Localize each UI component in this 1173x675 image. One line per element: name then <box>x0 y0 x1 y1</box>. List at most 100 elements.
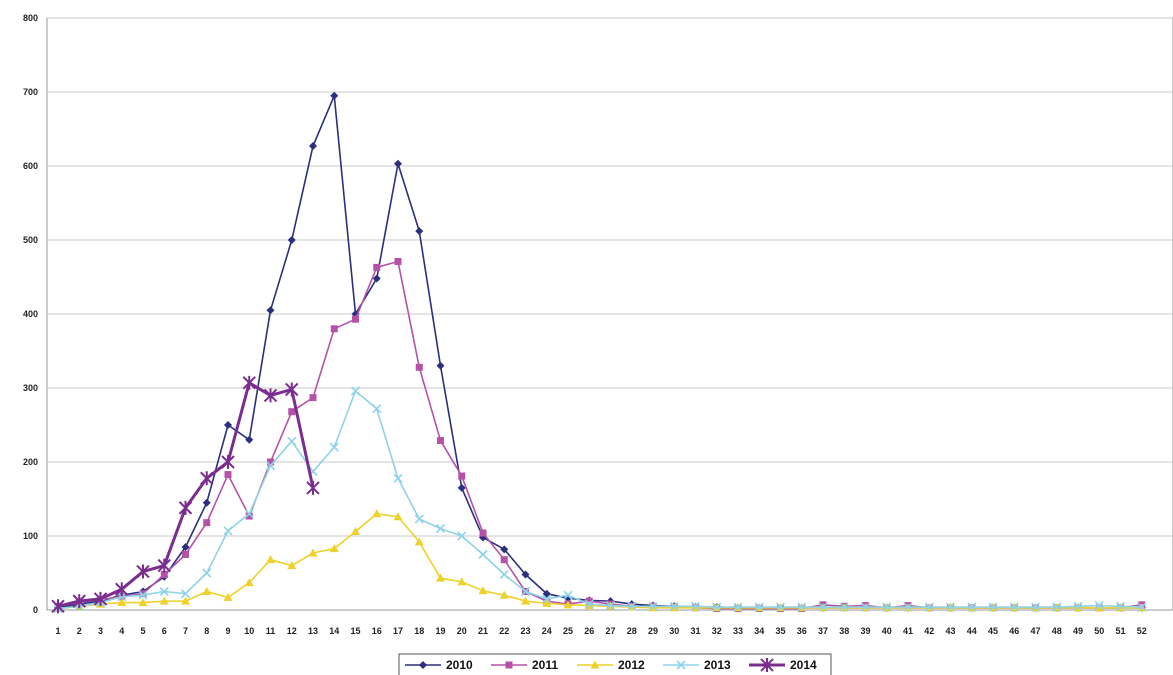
data-point <box>180 589 191 599</box>
series-2013 <box>53 386 1147 614</box>
data-point <box>775 602 786 612</box>
x-tick-label: 3 <box>98 626 103 636</box>
data-point <box>224 471 232 479</box>
data-point <box>712 602 722 612</box>
x-tick-label: 9 <box>225 626 230 636</box>
x-tick-label: 51 <box>1115 626 1125 636</box>
data-point <box>115 582 129 597</box>
y-tick-label: 0 <box>33 605 38 615</box>
data-point <box>224 421 232 429</box>
data-point <box>202 498 211 507</box>
x-tick-label: 43 <box>945 626 955 636</box>
y-tick-label: 100 <box>23 531 38 541</box>
data-point <box>505 661 513 669</box>
data-point <box>287 236 296 244</box>
x-tick-label: 23 <box>520 626 530 636</box>
x-tick-label: 37 <box>818 626 828 636</box>
x-tick-label: 29 <box>648 626 658 636</box>
data-point <box>500 545 509 554</box>
legend-item: 2012 <box>577 658 645 672</box>
data-point <box>117 592 127 602</box>
data-point <box>419 661 427 669</box>
legend-label: 2011 <box>532 658 558 672</box>
data-point <box>181 543 190 552</box>
data-point <box>414 537 424 546</box>
x-tick-label: 49 <box>1073 626 1083 636</box>
legend-label: 2013 <box>704 658 731 672</box>
data-point <box>350 386 361 396</box>
x-tick-label: 26 <box>584 626 594 636</box>
x-tick-label: 20 <box>457 626 467 636</box>
data-point <box>458 472 466 480</box>
x-tick-label: 31 <box>690 626 700 636</box>
y-tick-label: 400 <box>23 309 38 319</box>
data-point <box>967 602 977 612</box>
x-tick-label: 1 <box>55 626 60 636</box>
series-2014 <box>51 375 320 614</box>
data-point <box>160 570 168 578</box>
data-point <box>309 394 317 402</box>
data-point <box>760 658 774 672</box>
legend-item: 2013 <box>663 658 731 672</box>
data-point <box>627 601 637 611</box>
data-point <box>330 325 338 333</box>
x-tick-label: 47 <box>1030 626 1040 636</box>
data-point <box>244 578 254 587</box>
x-tick-label: 15 <box>350 626 360 636</box>
legend-label: 2014 <box>790 658 817 672</box>
x-tick-label: 38 <box>839 626 849 636</box>
x-tick-label: 11 <box>266 626 276 636</box>
data-point <box>178 500 193 515</box>
x-tick-label: 5 <box>140 626 145 636</box>
data-point <box>1137 602 1147 612</box>
data-point <box>181 596 190 605</box>
data-point <box>351 527 360 536</box>
data-point <box>563 590 573 600</box>
legend-item: 2014 <box>749 658 817 672</box>
x-tick-label: 52 <box>1137 626 1147 636</box>
x-tick-label: 19 <box>435 626 445 636</box>
data-point <box>415 227 424 236</box>
data-point <box>520 586 531 597</box>
data-point <box>221 455 235 469</box>
data-point <box>1009 602 1019 612</box>
data-point <box>263 388 278 403</box>
data-point <box>648 601 658 611</box>
x-tick-label: 48 <box>1052 626 1062 636</box>
data-point <box>245 512 253 520</box>
data-point <box>797 602 807 612</box>
data-point <box>308 548 318 557</box>
x-tick-label: 40 <box>882 626 892 636</box>
data-point <box>285 382 299 397</box>
data-point <box>605 600 616 611</box>
data-point <box>182 551 189 558</box>
data-point <box>138 598 148 607</box>
x-tick-label: 42 <box>924 626 934 636</box>
data-point <box>479 529 487 537</box>
data-point <box>394 159 402 168</box>
data-point <box>818 602 828 612</box>
data-point <box>223 526 233 536</box>
data-point <box>138 590 148 600</box>
data-point <box>72 594 86 609</box>
legend-item: 2011 <box>491 658 558 672</box>
y-tick-label: 800 <box>23 13 38 23</box>
legend-label: 2010 <box>446 658 473 672</box>
data-point <box>415 363 423 371</box>
data-point <box>266 306 275 315</box>
series-2012 <box>53 509 1147 613</box>
x-tick-label: 22 <box>499 626 509 636</box>
data-point <box>373 263 381 271</box>
x-tick-label: 12 <box>287 626 297 636</box>
data-point <box>393 473 403 483</box>
series-line <box>57 390 1142 610</box>
y-tick-label: 700 <box>23 87 38 97</box>
data-point <box>93 591 108 606</box>
data-point <box>288 408 296 416</box>
data-point <box>244 509 254 519</box>
data-point <box>521 596 530 605</box>
data-point <box>352 315 359 323</box>
data-point <box>159 586 169 597</box>
data-point <box>245 435 254 444</box>
